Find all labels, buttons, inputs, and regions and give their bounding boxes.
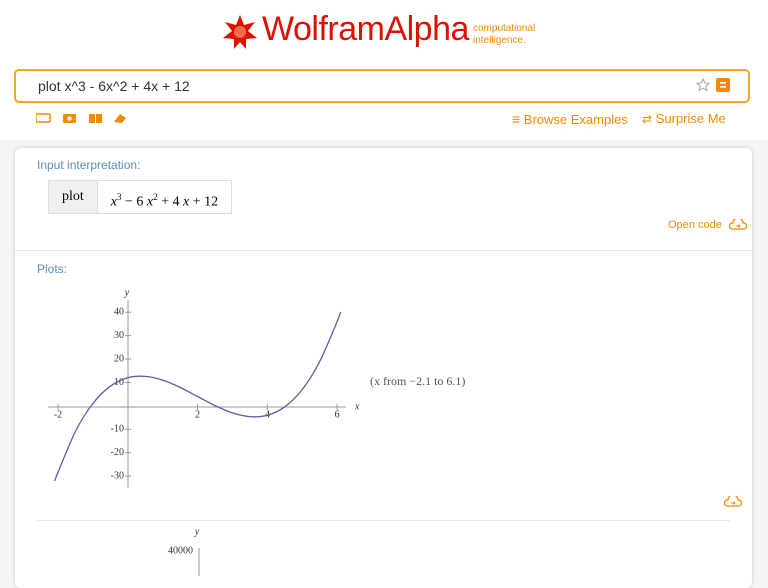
- formula-term: − 6: [121, 194, 147, 210]
- results-card: Input interpretation: plot x3 − 6 x2 + 4…: [15, 148, 752, 588]
- surprise-me-link[interactable]: ⇄ Surprise Me: [642, 111, 726, 126]
- formula-var: x: [146, 194, 154, 210]
- formula-cell: x3 − 6 x2 + 4 x + 12: [98, 181, 231, 213]
- link-text[interactable]: Surprise Me: [655, 111, 726, 126]
- brand[interactable]: WolframAlpha: [262, 10, 469, 48]
- submit-button[interactable]: [716, 78, 730, 92]
- cloud-icon[interactable]: [724, 496, 742, 507]
- formula-term: + 4: [157, 194, 184, 210]
- y-tick-label: 20: [114, 353, 124, 364]
- y-tick-label: 40: [114, 307, 124, 318]
- input-mode-icons[interactable]: [36, 112, 132, 124]
- formula-exp: 3: [117, 192, 122, 202]
- logo-star: [223, 15, 257, 49]
- search-query[interactable]: plot x^3 - 6x^2 + 4x + 12: [38, 78, 190, 94]
- pod-separator: [15, 250, 752, 251]
- y-tick-label: -10: [111, 424, 124, 435]
- formula-term: + 12: [189, 194, 219, 210]
- y-tick-label: -20: [111, 447, 124, 458]
- tagline-line: computational: [473, 23, 536, 34]
- open-code-link[interactable]: Open code: [668, 217, 748, 231]
- x-axis-label: x: [354, 401, 360, 412]
- y-axis-label: y: [124, 287, 130, 298]
- link-text[interactable]: Browse Examples: [523, 112, 628, 127]
- tagline-line: intelligence.: [473, 35, 526, 46]
- header: WolframAlpha computational intelligence.…: [0, 0, 768, 140]
- formula-var: x: [110, 194, 117, 210]
- formula-exp: 2: [153, 192, 158, 202]
- range-note: (x from −2.1 to 6.1): [370, 374, 466, 388]
- y-axis-label: y: [194, 526, 200, 537]
- x-tick-label: 6: [335, 409, 340, 420]
- search-box[interactable]: plot x^3 - 6x^2 + 4x + 12: [14, 69, 750, 103]
- pod-title: Input interpretation:: [37, 158, 141, 172]
- y-tick-label: 30: [114, 330, 124, 341]
- y-tick-label: 10: [114, 377, 124, 388]
- plot-separator: [37, 520, 730, 521]
- x-tick-label: -2: [54, 409, 62, 420]
- interpretation-table: plot x3 − 6 x2 + 4 x + 12: [48, 180, 233, 214]
- pod-title: Plots:: [37, 262, 68, 276]
- link-text[interactable]: Open code: [668, 219, 722, 231]
- keyword-cell: plot: [49, 181, 98, 213]
- favorite-icon[interactable]: [696, 78, 710, 92]
- curve: [53, 311, 342, 482]
- tagline: computational intelligence.: [473, 23, 535, 47]
- x-tick-label: 2: [195, 409, 200, 420]
- formula-var: x: [183, 194, 190, 210]
- browse-examples-link[interactable]: ≡ Browse Examples: [512, 111, 628, 127]
- cloud-icon[interactable]: [728, 217, 748, 230]
- y-tick-label: -30: [111, 470, 124, 481]
- y-tick-label: 40000: [168, 545, 193, 556]
- page: {"header": {"brand": "WolframAlpha", "ta…: [0, 0, 768, 576]
